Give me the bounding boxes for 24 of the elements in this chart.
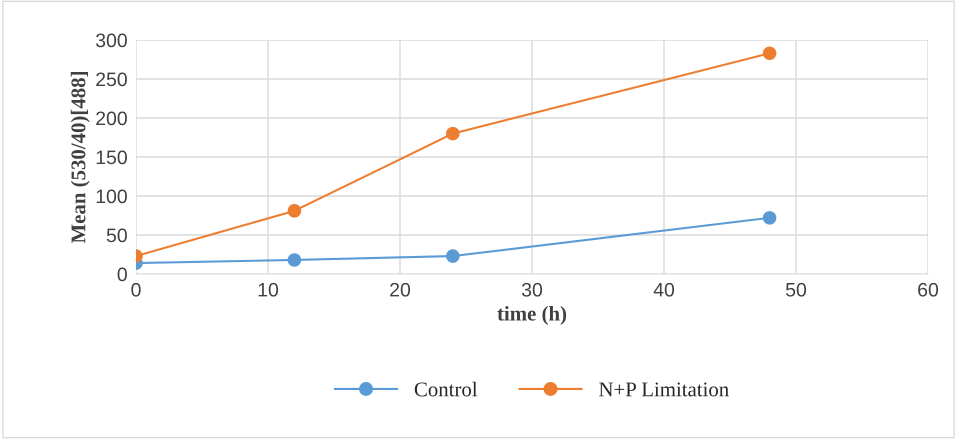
y-tick-label: 50 <box>106 228 127 242</box>
x-tick-label: 10 <box>258 282 278 297</box>
x-tick-label: 50 <box>786 282 806 297</box>
legend-label: Control <box>414 382 478 396</box>
point <box>446 249 460 263</box>
x-tick-label: 40 <box>654 282 674 297</box>
y-axis-title: Mean (530/40)[488] <box>70 72 90 244</box>
y-tick-label: 100 <box>96 189 127 204</box>
legend-label: N+P Limitation <box>599 382 729 396</box>
point <box>762 46 776 60</box>
y-tick-label: 250 <box>96 72 127 86</box>
point <box>288 253 302 267</box>
x-axis-title: time (h) <box>497 306 566 325</box>
y-tick-label: 0 <box>118 267 127 282</box>
x-tick-label: 20 <box>390 282 410 297</box>
y-tick-label: 200 <box>96 111 127 126</box>
point <box>762 211 776 225</box>
x-tick-label: 0 <box>131 282 141 297</box>
point <box>288 204 302 218</box>
x-tick-label: 30 <box>522 282 542 297</box>
y-tick-label: 300 <box>96 33 127 48</box>
y-tick-label: 150 <box>96 150 127 164</box>
x-tick-label: 60 <box>918 282 938 297</box>
point <box>446 126 460 140</box>
